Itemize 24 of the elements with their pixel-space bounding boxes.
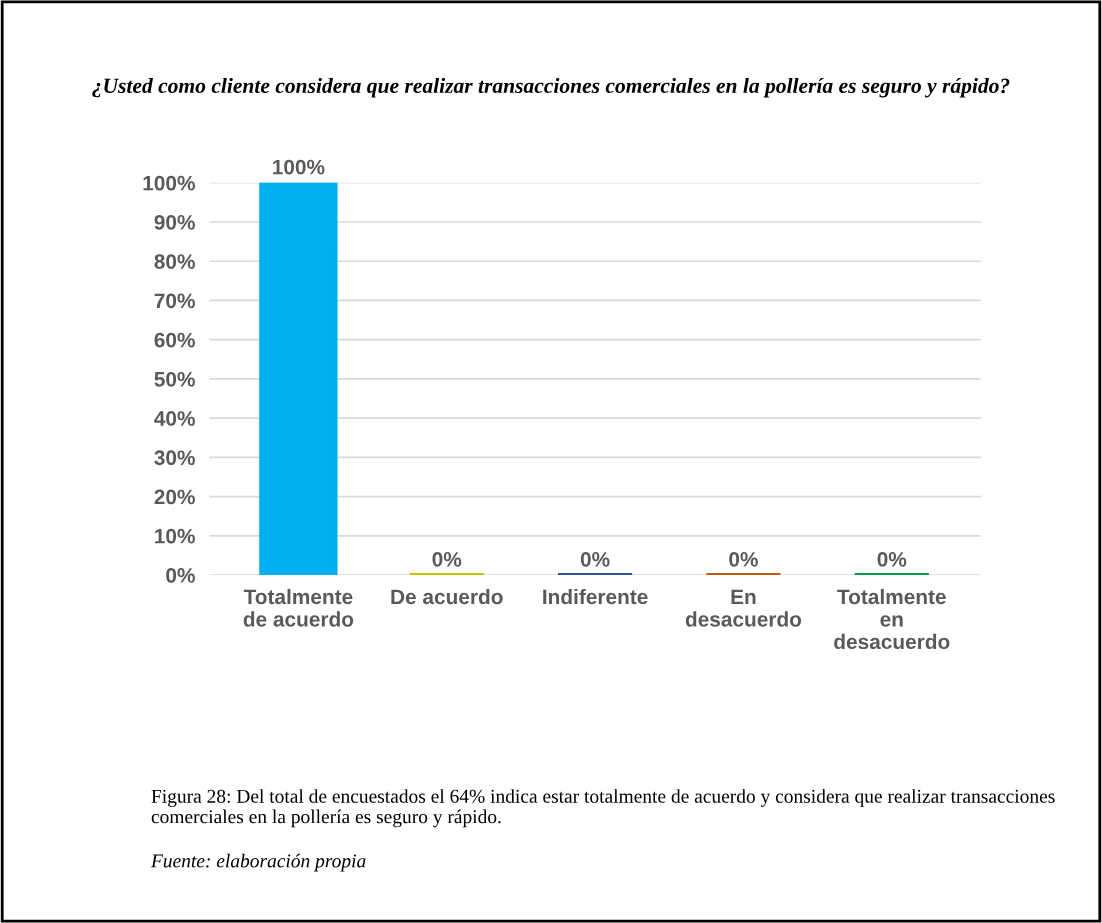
x-tick-label: De acuerdo <box>391 588 503 605</box>
y-tick-label: 70% <box>154 293 195 309</box>
y-tick-label: 50% <box>154 371 195 387</box>
data-label: 0% <box>729 551 758 567</box>
data-label: 0% <box>432 551 462 567</box>
data-label: 0% <box>877 551 907 567</box>
y-tick-label: 30% <box>154 450 195 466</box>
y-tick-label: 90% <box>154 214 195 230</box>
y-tick-label: 80% <box>154 254 195 269</box>
data-label: 100% <box>273 159 325 175</box>
x-tick-label: En desacuerdo <box>685 589 802 627</box>
chart-title: ¿Usted como cliente considera que realizar transacciones comerciales en la pollería es seguro y rápido? <box>92 77 1010 98</box>
y-tick-label: 40% <box>154 411 195 426</box>
y-tick-label: 60% <box>154 332 195 348</box>
x-tick-label: Totalmente de acuerdo <box>243 588 354 627</box>
data-label: 0% <box>580 551 610 567</box>
x-tick-label: Indiferente <box>543 588 648 605</box>
y-tick-label: 20% <box>154 489 195 505</box>
y-tick-label: 10% <box>155 528 195 544</box>
source-note: Fuente: elaboración propia <box>150 853 366 872</box>
y-tick-label: 0% <box>166 568 195 583</box>
y-tick-label: 100% <box>143 175 195 191</box>
text: Figura 28: Del total de encuestados el 64% indica estar totalmente de acuerdo y considera que realizar transacciones comerciales en la pollería es seguro y rápido. <box>151 789 1055 828</box>
x-tick-label: Totalmente en desacuerdo <box>834 588 950 650</box>
